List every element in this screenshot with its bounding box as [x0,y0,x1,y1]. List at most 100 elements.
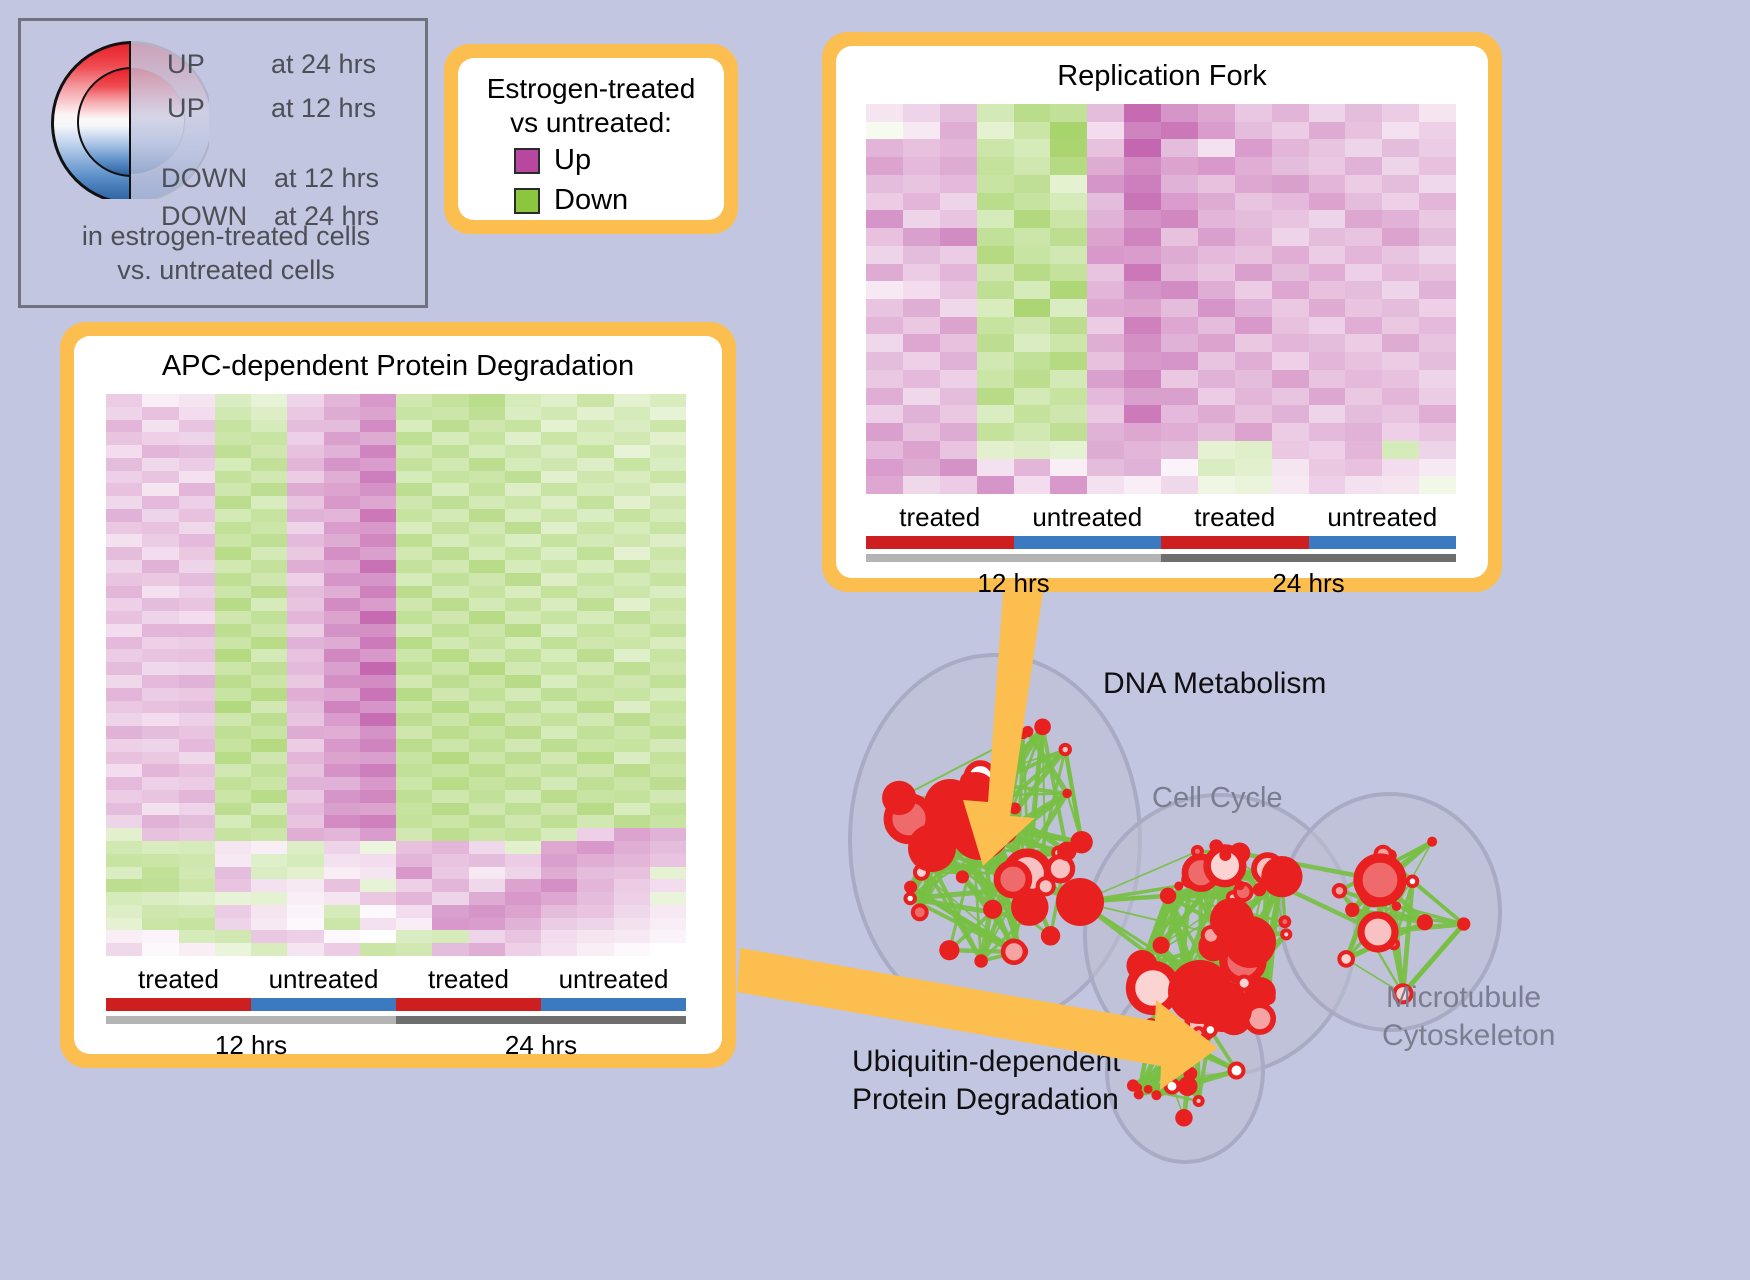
heatmap-cell [577,471,613,484]
heatmap-cell [432,420,468,433]
heatmap-cell [215,509,251,522]
heatmap-cell [1087,388,1124,406]
heatmap-cell [432,649,468,662]
heatmap-cell [1124,441,1161,459]
heatmap-cell [360,471,396,484]
network-node [1151,1090,1161,1100]
heatmap-cell [1272,423,1309,441]
heatmap-cell [866,104,903,122]
heatmap-cell [866,281,903,299]
heatmap-cell [142,547,178,560]
heatmap-cell [1419,104,1456,122]
heatmap-cell [215,905,251,918]
heatmap-cell [1087,193,1124,211]
heatmap-cell [977,405,1014,423]
network-node [1235,880,1245,890]
heatmap-cell [469,854,505,867]
heatmap-cell [469,739,505,752]
heatmap-cell [142,471,178,484]
heatmap-cell [577,892,613,905]
heatmap-cell [179,841,215,854]
heatmap-cell [541,560,577,573]
heatmap-cell [1382,228,1419,246]
heatmap-cell [1235,388,1272,406]
heatmap-cell [541,547,577,560]
heatmap-cell [541,483,577,496]
heatmap-cell [1309,210,1346,228]
heatmap-cell [1124,193,1161,211]
heatmap-cell [432,611,468,624]
heatmap-cell [977,281,1014,299]
heatmap-cell [396,854,432,867]
heatmap-cell [106,573,142,586]
heatmap-cell [142,662,178,675]
heatmap-cell [1419,139,1456,157]
heatmap-cell [977,476,1014,494]
heatmap-cell [1235,370,1272,388]
heatmap-cell [614,483,650,496]
heatmap-cell [903,139,940,157]
heatmap-cell [396,892,432,905]
heatmap-cell [142,458,178,471]
heatmap-cell [142,905,178,918]
heatmap-cell [396,828,432,841]
heatmap-cell [324,752,360,765]
heatmap-cell [1419,334,1456,352]
heatmap-cell [1345,122,1382,140]
heatmap-cell [505,777,541,790]
legend-swatch-up-icon [514,148,540,174]
heatmap-cell [577,713,613,726]
heatmap-cell [179,547,215,560]
heatmap-cell [106,637,142,650]
heatmap-cell [324,764,360,777]
heatmap-cell [251,803,287,816]
heatmap-cell [179,407,215,420]
replication-fork-body: Replication Fork treated untreated treat… [836,46,1488,578]
heatmap-cell [142,688,178,701]
heatmap-cell [179,522,215,535]
heatmap-cell [541,867,577,880]
heatmap-cell [1087,299,1124,317]
heatmap-cell [142,841,178,854]
heatmap-cell [106,790,142,803]
heatmap-cell [577,586,613,599]
heatmap-cell [287,496,323,509]
heatmap-cell [1345,317,1382,335]
heatmap-cell [469,803,505,816]
heatmap-cell [251,598,287,611]
time-bar-12hrs [106,1016,396,1024]
heatmap-cell [179,496,215,509]
network-node [1282,930,1290,938]
heatmap-cell [469,458,505,471]
heatmap-cell [1272,352,1309,370]
heatmap-cell [940,405,977,423]
heatmap-cell [1198,388,1235,406]
heatmap-cell [142,879,178,892]
heatmap-cell [505,598,541,611]
heatmap-cell [324,522,360,535]
heatmap-cell [432,790,468,803]
heatmap-cell [432,815,468,828]
heatmap-cell [541,573,577,586]
heatmap-cell [505,930,541,943]
heatmap-cell [541,943,577,956]
heatmap-cell [1309,334,1346,352]
heatmap-cell [106,764,142,777]
heatmap-cell [505,432,541,445]
heatmap-cell [866,370,903,388]
heatmap-cell [977,299,1014,317]
heatmap-cell [324,432,360,445]
key-time-up-12: at 12 hrs [271,93,376,124]
network-node [1417,914,1433,930]
heatmap-cell [1014,334,1051,352]
heatmap-cell [541,764,577,777]
heatmap-cell [505,918,541,931]
heatmap-cell [977,157,1014,175]
heatmap-cell [287,764,323,777]
legend-panel-body: Estrogen-treated vs untreated: Up Down [458,58,724,220]
heatmap-cell [432,509,468,522]
heatmap-cell [505,611,541,624]
heatmap-cell [1050,175,1087,193]
heatmap-cell [432,688,468,701]
network-node [1153,937,1170,954]
